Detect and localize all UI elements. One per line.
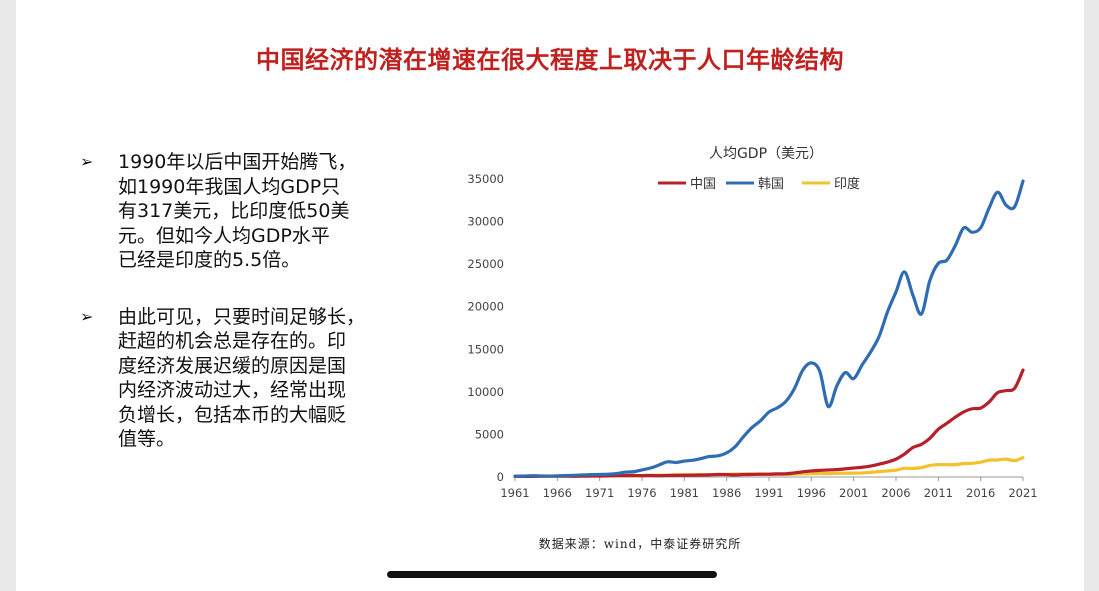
data-source: 数据来源：wind，中泰证券研究所 — [538, 537, 742, 551]
y-tick-label: 5000 — [475, 427, 504, 441]
x-tick-label: 2021 — [1008, 486, 1037, 500]
bullet-line: 1990年以后中国开始腾飞， — [118, 151, 357, 173]
bullet-line: 由此可见，只要时间足够长， — [118, 305, 366, 328]
bullet-line: 内经济波动过大，经常出现 — [118, 379, 347, 401]
x-tick-label: 1991 — [754, 486, 783, 500]
x-tick-label: 1986 — [712, 486, 741, 500]
y-tick-label: 15000 — [467, 342, 504, 356]
bullet-line: 度经济发展迟缓的原因是国 — [118, 354, 347, 377]
y-tick-label: 0 — [497, 470, 504, 484]
arrow-bullet-icon: ➢ — [80, 152, 94, 171]
y-tick-label: 30000 — [467, 215, 504, 229]
bullet-line: 元。但如今人均GDP水平 — [118, 224, 330, 247]
x-tick-label: 1976 — [627, 486, 656, 500]
legend-label: 中国 — [690, 177, 716, 192]
x-tick-label: 1966 — [543, 486, 572, 500]
legend-label: 韩国 — [758, 177, 784, 192]
x-tick-label: 1996 — [797, 486, 826, 500]
legend-label: 印度 — [834, 176, 860, 192]
y-tick-label: 25000 — [467, 257, 504, 271]
slide-title: 中国经济的潜在增速在很大程度上取决于人口年龄结构 — [256, 46, 844, 74]
arrow-bullet-icon: ➢ — [80, 306, 94, 326]
home-indicator[interactable] — [387, 571, 717, 578]
x-tick-label: 2001 — [839, 486, 868, 500]
x-tick-label: 1981 — [670, 486, 699, 500]
x-tick-label: 2006 — [881, 486, 910, 500]
series-line-0 — [513, 368, 1025, 479]
x-tick-label: 1971 — [585, 486, 614, 500]
bullet-item: ➢ 1990年以后中国开始腾飞， 如1990年我国人均GDP只 有317美元，比… — [80, 150, 410, 273]
x-tick-label: 1961 — [500, 486, 529, 500]
chart-title: 人均GDP（美元） — [709, 146, 823, 162]
bullet-line: 有317美元，比印度低50美 — [118, 200, 350, 222]
gdp-per-capita-chart: 人均GDP（美元） 中国 韩国 印度 0 5000 10000 15000 20000 25000… — [467, 146, 1037, 500]
series-line-1 — [513, 179, 1025, 478]
x-tick-label: 2016 — [966, 486, 995, 500]
bullet-line: 值等。 — [118, 428, 176, 450]
y-tick-label: 10000 — [467, 385, 504, 399]
bullet-line: 负增长，包括本币的大幅贬 — [118, 403, 347, 426]
x-tick-label: 2011 — [924, 486, 953, 500]
y-tick-label: 20000 — [467, 300, 504, 314]
bullet-item: ➢ 由此可见，只要时间足够长， 赶超的机会总是存在的。印 度经济发展迟缓的原因是… — [80, 305, 410, 452]
bullet-list: ➢ 1990年以后中国开始腾飞， 如1990年我国人均GDP只 有317美元，比… — [80, 150, 410, 484]
slide: 中国经济的潜在增速在很大程度上取决于人口年龄结构 ➢ 1990年以后中国开始腾飞… — [16, 0, 1084, 591]
bullet-line: 已经是印度的5.5倍。 — [118, 249, 301, 271]
bullet-line: 赶超的机会总是存在的。印 — [118, 330, 347, 352]
bullet-line: 如1990年我国人均GDP只 — [118, 175, 341, 198]
y-tick-label: 35000 — [467, 172, 504, 186]
